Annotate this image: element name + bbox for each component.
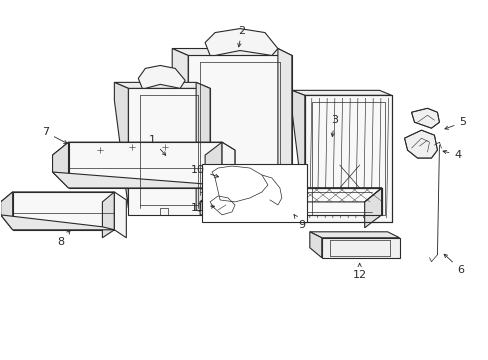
Polygon shape xyxy=(277,49,291,202)
Polygon shape xyxy=(364,188,381,228)
Polygon shape xyxy=(13,192,114,230)
Text: 7: 7 xyxy=(42,127,67,143)
Polygon shape xyxy=(309,232,321,258)
Polygon shape xyxy=(102,192,114,238)
Text: 8: 8 xyxy=(57,231,70,247)
Polygon shape xyxy=(222,142,235,198)
Polygon shape xyxy=(0,192,13,230)
Text: 9: 9 xyxy=(293,215,305,230)
Polygon shape xyxy=(172,49,291,55)
Text: 3: 3 xyxy=(330,115,338,136)
Text: 4: 4 xyxy=(442,150,461,160)
Polygon shape xyxy=(128,88,210,215)
Polygon shape xyxy=(200,188,218,215)
Text: 12: 12 xyxy=(352,264,366,280)
Text: 2: 2 xyxy=(237,26,245,47)
Text: 11: 11 xyxy=(191,203,214,213)
Polygon shape xyxy=(114,82,128,208)
Polygon shape xyxy=(291,90,304,215)
Polygon shape xyxy=(114,192,126,238)
Text: 6: 6 xyxy=(443,254,464,275)
Text: 1: 1 xyxy=(148,135,165,155)
Polygon shape xyxy=(52,142,68,188)
Polygon shape xyxy=(304,95,391,222)
Polygon shape xyxy=(321,238,399,258)
Polygon shape xyxy=(114,82,210,88)
Bar xyxy=(202,164,306,222)
Polygon shape xyxy=(404,130,437,158)
Text: 10: 10 xyxy=(191,165,218,177)
Polygon shape xyxy=(218,188,381,215)
Polygon shape xyxy=(68,142,222,188)
Polygon shape xyxy=(196,82,210,215)
Polygon shape xyxy=(291,90,391,95)
Polygon shape xyxy=(172,49,188,172)
Polygon shape xyxy=(0,192,114,202)
Polygon shape xyxy=(309,232,399,238)
Polygon shape xyxy=(204,28,277,55)
Polygon shape xyxy=(188,55,291,202)
Polygon shape xyxy=(411,108,439,128)
Polygon shape xyxy=(52,172,222,188)
Polygon shape xyxy=(0,215,114,230)
Polygon shape xyxy=(200,188,381,202)
Polygon shape xyxy=(52,142,222,155)
Polygon shape xyxy=(138,66,185,88)
Text: 5: 5 xyxy=(444,117,466,129)
Polygon shape xyxy=(204,142,222,200)
